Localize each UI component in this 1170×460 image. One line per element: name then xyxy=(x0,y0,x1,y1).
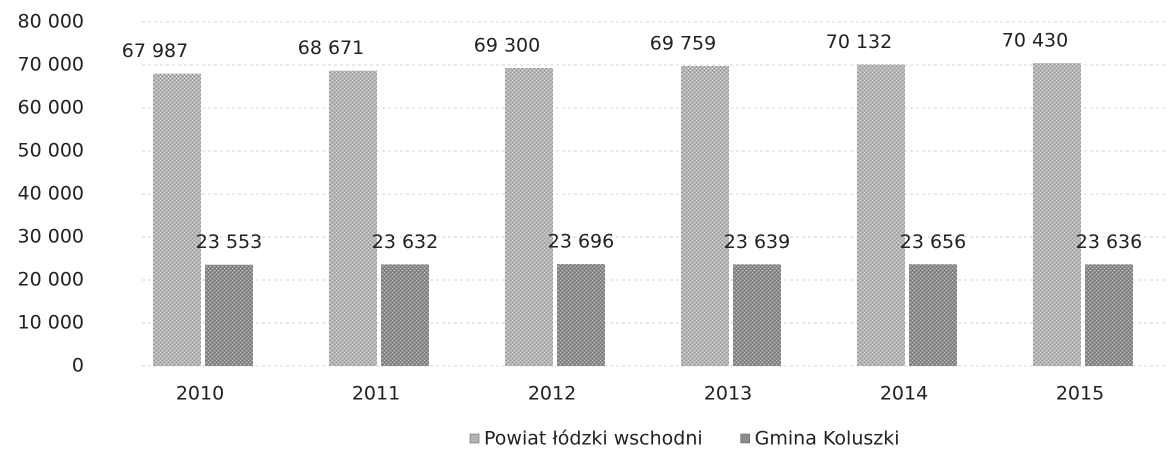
y-tick-label: 0 xyxy=(72,355,84,377)
bar-texture xyxy=(557,264,605,366)
data-label: 69 300 xyxy=(474,35,540,57)
bar-texture xyxy=(505,68,553,366)
data-label: 70 132 xyxy=(826,31,892,53)
bar-texture xyxy=(205,264,253,366)
bar-texture xyxy=(1033,63,1081,366)
data-label: 67 987 xyxy=(122,40,188,62)
data-label: 23 632 xyxy=(372,231,438,253)
y-tick-label: 60 000 xyxy=(18,97,84,119)
y-tick-label: 30 000 xyxy=(18,226,84,248)
y-tick-label: 80 000 xyxy=(18,11,84,33)
y-tick-label: 10 000 xyxy=(18,312,84,334)
data-label: 68 671 xyxy=(298,37,364,59)
x-tick-label: 2011 xyxy=(352,383,400,405)
bar-texture xyxy=(681,66,729,366)
bar-texture xyxy=(909,264,957,366)
x-tick-label: 2014 xyxy=(880,383,928,405)
bar-texture xyxy=(381,264,429,366)
data-label: 69 759 xyxy=(650,33,716,55)
bar-texture xyxy=(1085,264,1133,366)
y-tick-label: 70 000 xyxy=(18,54,84,76)
x-tick-label: 2015 xyxy=(1056,383,1104,405)
legend-label: Gmina Koluszki xyxy=(755,428,900,450)
bar-texture xyxy=(857,64,905,366)
data-label: 70 430 xyxy=(1002,30,1068,52)
legend-swatch xyxy=(740,433,750,444)
x-tick-label: 2010 xyxy=(176,383,224,405)
legend-label: Powiat łódzki wschodni xyxy=(484,428,703,450)
data-label: 23 639 xyxy=(724,231,790,253)
legend-swatch xyxy=(469,433,480,444)
y-tick-label: 20 000 xyxy=(18,269,84,291)
data-label: 23 553 xyxy=(196,231,262,253)
bar-texture xyxy=(329,70,377,367)
data-label: 23 696 xyxy=(548,231,614,253)
x-tick-label: 2013 xyxy=(704,383,752,405)
bar-texture xyxy=(153,73,201,367)
data-label: 23 636 xyxy=(1076,231,1142,253)
y-tick-label: 40 000 xyxy=(18,183,84,205)
y-tick-label: 50 000 xyxy=(18,140,84,162)
data-label: 23 656 xyxy=(900,231,966,253)
x-tick-label: 2012 xyxy=(528,383,576,405)
bar-texture xyxy=(733,264,781,366)
